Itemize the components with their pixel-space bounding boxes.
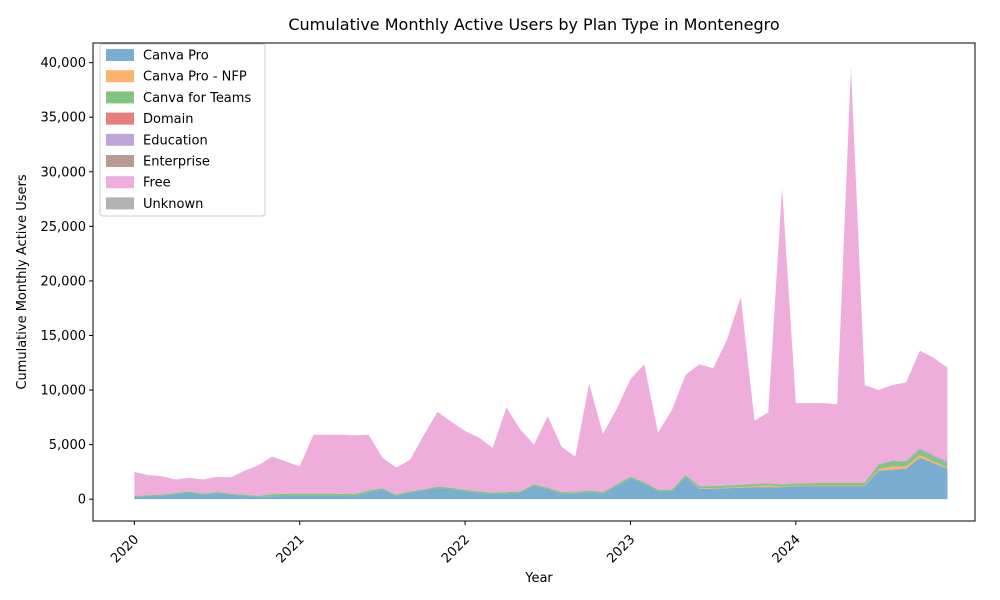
chart-title: Cumulative Monthly Active Users by Plan … bbox=[288, 15, 779, 34]
legend-label-domain: Domain bbox=[143, 112, 193, 127]
y-tick-label: 5,000 bbox=[49, 438, 86, 453]
legend-label-free: Free bbox=[143, 176, 171, 191]
y-tick-label: 10,000 bbox=[41, 384, 87, 399]
y-tick-label: 40,000 bbox=[41, 56, 87, 71]
y-tick-label: 35,000 bbox=[41, 111, 87, 126]
y-tick-label: 20,000 bbox=[41, 274, 87, 289]
legend-swatch-canva-for-teams bbox=[106, 91, 134, 104]
area-canva-pro bbox=[134, 457, 948, 500]
legend-swatch-unknown bbox=[106, 197, 134, 210]
legend-label-education: Education bbox=[143, 133, 208, 148]
legend-swatch-domain bbox=[106, 112, 134, 125]
y-tick-label: 0 bbox=[78, 493, 86, 508]
legend-label-canva-pro-nfp: Canva Pro - NFP bbox=[143, 70, 247, 85]
legend-swatch-enterprise bbox=[106, 155, 134, 167]
plot-frame bbox=[92, 42, 976, 522]
legend-swatch-canva-pro-nfp bbox=[106, 70, 134, 83]
legend-frame bbox=[99, 43, 266, 217]
area-canva-for-teams bbox=[134, 449, 948, 497]
area-free bbox=[134, 67, 948, 496]
legend-label-enterprise: Enterprise bbox=[143, 155, 210, 170]
legend-swatch-free bbox=[106, 176, 134, 189]
legend-label-canva-pro: Canva Pro bbox=[143, 49, 209, 64]
legend-swatch-education bbox=[106, 133, 134, 146]
legend-label-unknown: Unknown bbox=[143, 197, 203, 212]
y-axis-label: Cumulative Monthly Active Users bbox=[15, 174, 30, 389]
legend-label-canva-for-teams: Canva for Teams bbox=[143, 91, 251, 106]
legend-swatch-canva-pro bbox=[106, 49, 134, 61]
x-axis-label: Year bbox=[524, 571, 553, 586]
legend: Canva Pro Canva Pro - NFP Canva for Teams D… bbox=[99, 43, 266, 217]
y-tick-label: 15,000 bbox=[41, 329, 87, 344]
y-tick-label: 25,000 bbox=[41, 220, 87, 235]
y-tick-label: 30,000 bbox=[41, 165, 87, 180]
y-axis: 0 5,000 10,000 15,000 20,000 25,000 30,000 35,0… bbox=[41, 56, 93, 508]
area-layer bbox=[134, 67, 948, 500]
